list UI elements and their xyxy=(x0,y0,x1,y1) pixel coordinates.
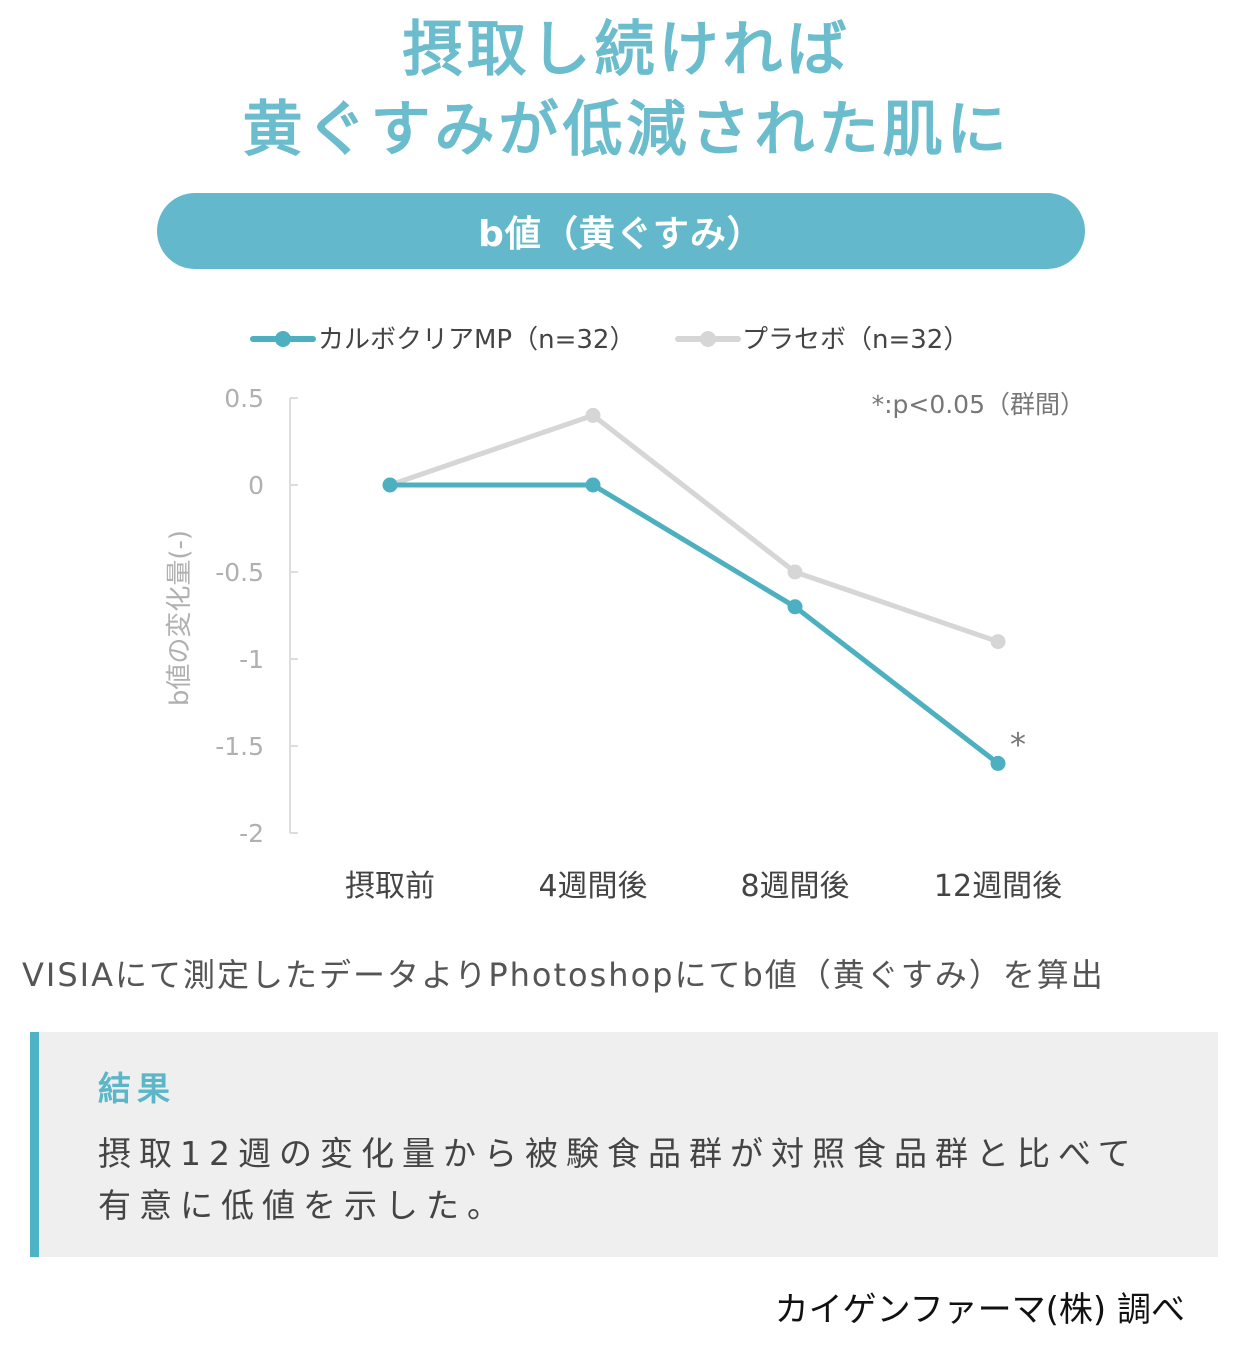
series-line-placebo xyxy=(389,412,999,644)
y-tick-label: -1 xyxy=(239,645,264,674)
x-tick-label: 4週間後 xyxy=(538,869,647,904)
legend-marker-placebo xyxy=(700,331,716,347)
legend-label-main: カルボクリアMP（n=32） xyxy=(318,325,635,355)
legend: カルボクリアMP（n=32） プラセボ（n=32） xyxy=(250,325,969,355)
y-axis-label: b値の変化量(-) xyxy=(165,530,195,706)
data-point-main xyxy=(382,477,398,493)
series-layer xyxy=(382,407,1006,771)
data-point-placebo xyxy=(585,407,601,423)
y-tick-label: -1.5 xyxy=(215,732,264,761)
legend-label-placebo: プラセボ（n=32） xyxy=(742,325,969,355)
source-credit: カイゲンファーマ(株) 調べ xyxy=(774,1290,1185,1330)
result-accent-bar xyxy=(30,1032,39,1257)
series-line-main xyxy=(390,482,1000,766)
legend-marker-main xyxy=(275,331,291,347)
y-axis-ticks: 0.5 0 -0.5 -1 -1.5 -2 xyxy=(215,384,298,848)
x-axis-ticks: 摂取前 4週間後 8週間後 12週間後 xyxy=(345,869,1062,904)
x-tick-label: 8週間後 xyxy=(740,869,849,904)
x-tick-label: 12週間後 xyxy=(934,869,1062,904)
result-box: 結果 摂取12週の変化量から被験食品群が対照食品群と比べて有意に低値を示した。 xyxy=(30,1032,1218,1257)
data-point-main xyxy=(585,477,601,493)
y-tick-label: 0.5 xyxy=(224,384,264,413)
x-tick-label: 摂取前 xyxy=(345,869,435,904)
y-tick-label: -2 xyxy=(239,819,264,848)
headline-line-1: 摂取し続ければ xyxy=(402,15,851,85)
method-note: VISIAにて測定したデータよりPhotoshopにてb値（黄ぐすみ）を算出 xyxy=(22,956,1105,994)
headline-line-2: 黄ぐすみが低減された肌に xyxy=(242,95,1011,165)
data-point-main xyxy=(787,599,803,615)
data-point-placebo xyxy=(787,564,803,580)
y-tick-label: -0.5 xyxy=(215,558,264,587)
data-point-placebo xyxy=(990,634,1006,650)
result-title: 結果 xyxy=(98,1069,176,1108)
significance-marker: * xyxy=(1010,725,1026,763)
chart-title-label: b値（黄ぐすみ） xyxy=(478,214,764,255)
chart-svg: カルボクリアMP（n=32） プラセボ（n=32） *:p<0.05（群間） b… xyxy=(165,325,1085,904)
y-tick-label: 0 xyxy=(248,471,264,500)
line-chart: カルボクリアMP（n=32） プラセボ（n=32） *:p<0.05（群間） b… xyxy=(125,292,1133,924)
result-body: 摂取12週の変化量から被験食品群が対照食品群と比べて有意に低値を示した。 xyxy=(98,1134,1139,1225)
chart-title-pill: b値（黄ぐすみ） xyxy=(157,193,1085,269)
data-point-main xyxy=(990,755,1006,771)
significance-note: *:p<0.05（群間） xyxy=(872,390,1085,419)
